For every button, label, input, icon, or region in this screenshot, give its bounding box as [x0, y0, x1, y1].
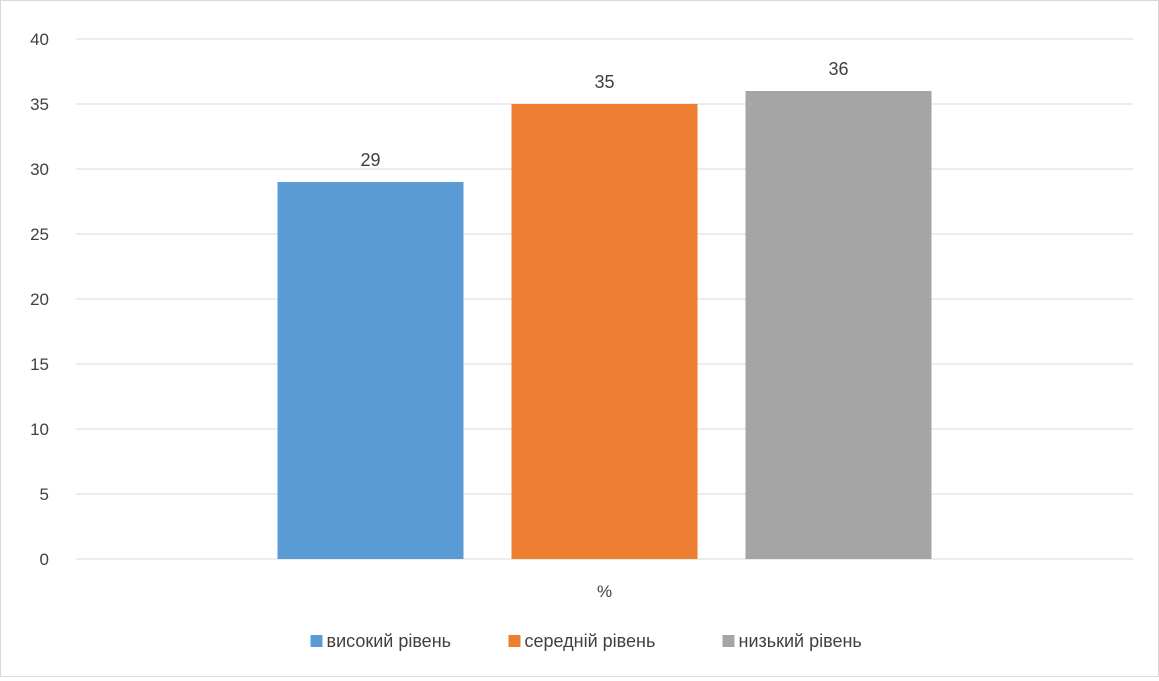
- y-tick-label: 25: [30, 225, 49, 244]
- legend-label: високий рівень: [327, 631, 452, 651]
- y-tick-label: 5: [40, 485, 49, 504]
- data-labels: 29 35 36: [360, 59, 848, 170]
- y-tick-label: 20: [30, 290, 49, 309]
- x-axis: %: [597, 582, 612, 601]
- y-tick-label: 35: [30, 95, 49, 114]
- bars: [277, 91, 932, 559]
- bar: [745, 91, 932, 559]
- x-category-label: %: [597, 582, 612, 601]
- y-tick-label: 30: [30, 160, 49, 179]
- y-axis: 0 5 10 15 20 25 30 35 40: [30, 30, 49, 569]
- legend-swatch: [310, 635, 323, 647]
- data-label: 36: [828, 59, 848, 79]
- bar: [277, 182, 464, 559]
- legend-label: низький рівень: [739, 631, 862, 651]
- data-label: 29: [360, 150, 380, 170]
- legend: високий рівень середній рівень низький рів…: [310, 631, 862, 651]
- bar: [511, 104, 698, 559]
- y-tick-label: 40: [30, 30, 49, 49]
- data-label: 35: [594, 72, 614, 92]
- legend-swatch: [508, 635, 521, 647]
- legend-label: середній рівень: [525, 631, 656, 651]
- y-tick-label: 10: [30, 420, 49, 439]
- y-tick-label: 0: [40, 550, 49, 569]
- legend-swatch: [722, 635, 735, 647]
- y-tick-label: 15: [30, 355, 49, 374]
